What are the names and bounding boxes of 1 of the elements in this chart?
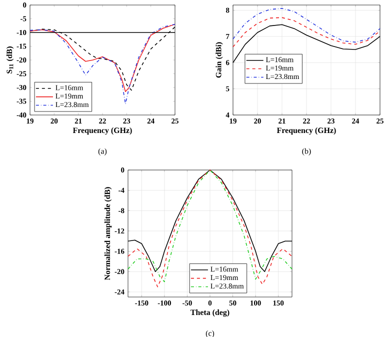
- line-series: [232, 8, 380, 43]
